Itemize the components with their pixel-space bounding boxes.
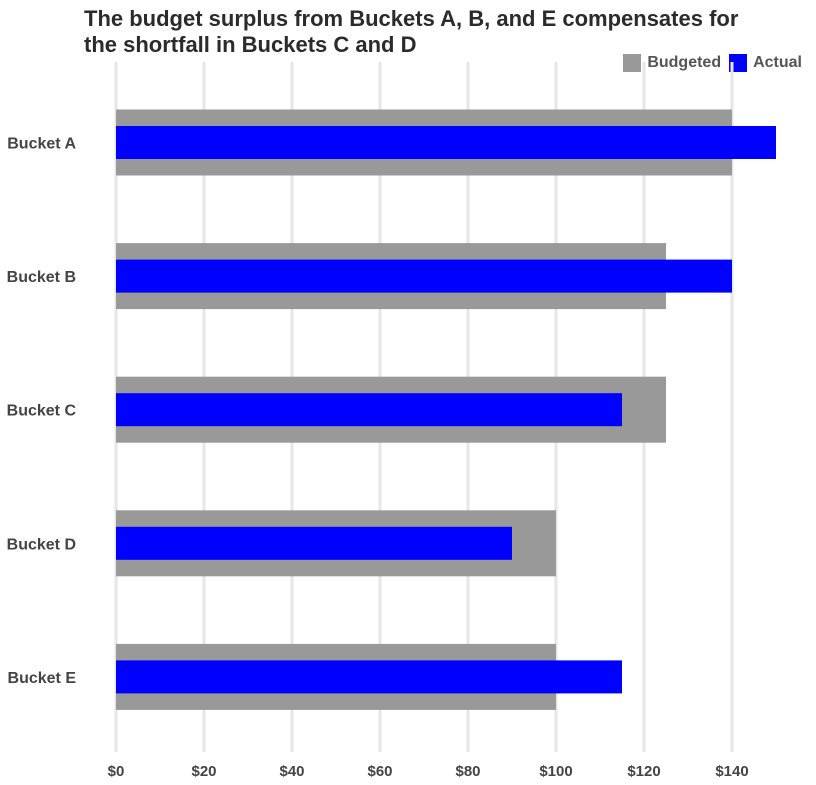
category-label-4: Bucket E: [8, 670, 77, 687]
category-label-2: Bucket C: [7, 403, 77, 420]
bars: [116, 109, 776, 710]
legend: Budgeted Actual: [615, 54, 802, 72]
legend-item-budgeted: Budgeted: [623, 54, 721, 72]
x-tick-label-5: $100: [539, 763, 572, 780]
chart-title-line-2: the shortfall in Buckets C and D: [84, 32, 417, 57]
x-tick-label-1: $20: [191, 763, 216, 780]
legend-label-actual: Actual: [753, 54, 802, 71]
bar-actual-3: [116, 526, 512, 560]
bar-actual-0: [116, 126, 776, 159]
x-tick-label-3: $60: [367, 763, 392, 780]
bar-actual-2: [116, 393, 622, 427]
legend-item-actual: Actual: [729, 54, 802, 72]
legend-swatch-actual: [729, 54, 748, 72]
x-tick-label-4: $80: [455, 763, 480, 780]
x-tick-labels: $0 $20 $40 $60 $80 $100 $120 $140: [108, 763, 749, 780]
legend-swatch-budgeted: [623, 54, 642, 72]
category-label-0: Bucket A: [7, 136, 76, 153]
bar-actual-4: [116, 660, 622, 694]
x-tick-label-2: $40: [279, 763, 304, 780]
category-label-1: Bucket B: [7, 269, 76, 286]
legend-label-budgeted: Budgeted: [647, 54, 722, 71]
bar-actual-1: [116, 259, 732, 293]
x-tick-label-7: $140: [715, 763, 748, 780]
x-tick-label-0: $0: [108, 763, 125, 780]
category-labels: Bucket A Bucket B Bucket C Bucket D Bucket E: [7, 136, 77, 687]
chart-title-line-1: The budget surplus from Buckets A, B, an…: [84, 6, 739, 31]
x-tick-label-6: $120: [627, 763, 660, 780]
chart-title: The budget surplus from Buckets A, B, an…: [84, 6, 809, 58]
category-label-3: Bucket D: [7, 536, 76, 553]
